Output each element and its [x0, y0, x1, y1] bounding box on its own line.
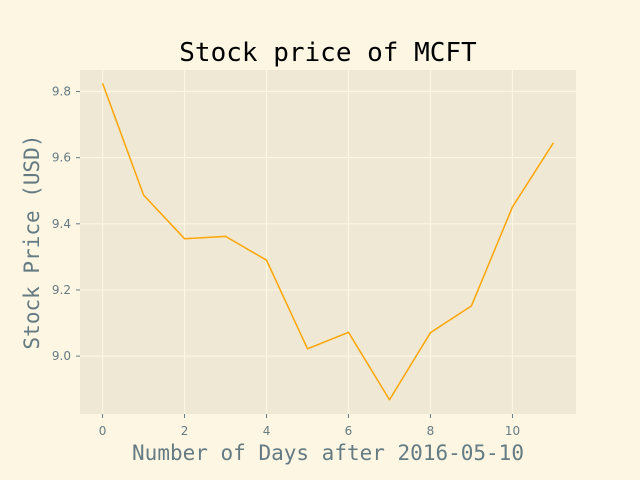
x-axis-ticks: 0 2 4 6 8 10 [99, 414, 520, 438]
x-axis-label: Number of Days after 2016-05-10 [132, 441, 524, 465]
y-axis-ticks: 9.0 9.2 9.4 9.6 9.8 [52, 85, 80, 363]
y-axis-label: Stock Price (USD) [20, 135, 44, 350]
x-tick-label: 2 [181, 424, 189, 438]
y-grid [80, 90, 576, 357]
y-tick-label: 9.4 [52, 217, 71, 231]
x-tick-label: 10 [505, 424, 520, 438]
x-tick-label: 6 [345, 424, 353, 438]
y-tick-label: 9.6 [52, 151, 71, 165]
y-tick-label: 9.0 [52, 349, 71, 363]
y-tick-label: 9.8 [52, 85, 71, 99]
y-tick-label: 9.2 [52, 283, 71, 297]
chart-title: Stock price of MCFT [179, 38, 477, 68]
plot-area [80, 70, 576, 414]
x-tick-label: 4 [263, 424, 271, 438]
x-tick-label: 0 [99, 424, 107, 438]
series-line [101, 82, 555, 401]
series-layer [101, 82, 555, 401]
x-tick-label: 8 [427, 424, 435, 438]
